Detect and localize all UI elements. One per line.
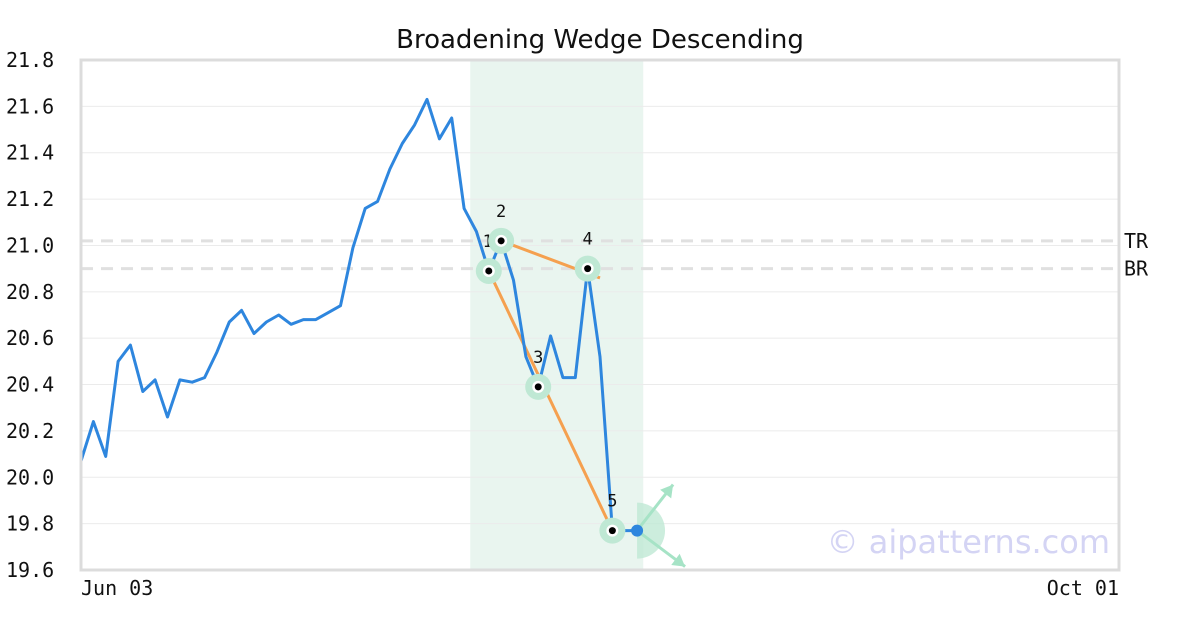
- x-tick-label: Jun 03: [81, 576, 153, 600]
- y-tick-label: 21.4: [6, 141, 54, 165]
- y-tick-label: 20.8: [6, 280, 54, 304]
- axes-layer: 21.8 21.6 21.4 21.2 21.0 20.8 20.6 20.4 20.2 20.0…: [6, 48, 1121, 600]
- y-tick-label: 21.6: [6, 94, 54, 118]
- y-tick-label: 20.4: [6, 373, 54, 397]
- projection-layer: [612, 483, 686, 568]
- y-tick-label: 20.0: [6, 465, 54, 489]
- pattern-highlight-band: [470, 60, 644, 570]
- pivot-marker-dot: [485, 267, 493, 275]
- chart-title: Broadening Wedge Descending: [396, 25, 804, 55]
- level-label: TR: [1124, 229, 1149, 253]
- pivot-marker-dot: [497, 237, 505, 245]
- level-label: BR: [1124, 257, 1149, 281]
- pivot-marker-dot: [534, 383, 542, 391]
- y-tick-label: 20.2: [6, 419, 54, 443]
- pattern-highlight-layer: [470, 60, 644, 570]
- level-lines-layer: TR BR: [81, 229, 1149, 281]
- y-tick-label: 20.6: [6, 326, 54, 350]
- pivot-label: 1: [483, 232, 493, 252]
- pivot-label: 4: [583, 230, 593, 250]
- pivot-marker-dot: [608, 527, 616, 535]
- series-layer: [79, 97, 614, 531]
- pivot-label: 5: [607, 492, 617, 512]
- projection-arrow-up-head: [660, 484, 674, 499]
- watermark: © aipatterns.com: [827, 523, 1110, 561]
- y-tick-label: 21.0: [6, 233, 54, 257]
- y-tick-label: 19.8: [6, 512, 54, 536]
- projection-arrow-down-head: [671, 553, 686, 567]
- pattern-points-layer: 12 3 4 5: [475, 202, 626, 544]
- y-tick-label: 19.6: [6, 558, 54, 582]
- x-tick-label: Oct 01: [1047, 576, 1119, 600]
- pivot-marker-dot: [584, 265, 592, 273]
- price-series-line: [79, 97, 614, 531]
- y-tick-label: 21.2: [6, 187, 54, 211]
- plot-frame: [79, 58, 1121, 572]
- projection-end-dot: [631, 524, 644, 537]
- pivot-label: 2: [496, 202, 506, 222]
- y-tick-label: 21.8: [6, 48, 54, 72]
- trendline: [487, 270, 614, 532]
- pivot-label: 3: [533, 348, 543, 368]
